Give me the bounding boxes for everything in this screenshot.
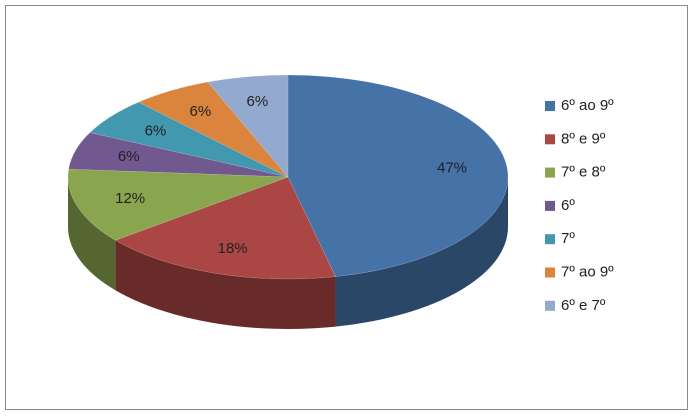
data-label: 6% xyxy=(190,103,212,120)
slice xyxy=(68,132,289,178)
slice xyxy=(114,176,336,280)
data-label: 6% xyxy=(247,93,269,110)
legend-swatch xyxy=(545,267,555,278)
legend-label: 7º ao 9º xyxy=(561,263,614,280)
legend-label: 7º e 8º xyxy=(561,164,606,181)
slice-side xyxy=(115,240,336,329)
legend-label: 6º ao 9º xyxy=(561,97,614,114)
legend-swatch xyxy=(545,300,555,311)
legend-label: 8º e 9º xyxy=(561,130,606,147)
legend-swatch xyxy=(545,200,555,211)
slice xyxy=(138,81,289,178)
slice-side xyxy=(68,177,116,291)
slice xyxy=(89,101,289,178)
legend-label: 7º xyxy=(561,230,575,247)
data-label: 6% xyxy=(145,122,167,139)
data-label: 6% xyxy=(118,148,140,165)
data-label: 12% xyxy=(115,190,145,207)
legend-swatch xyxy=(545,101,555,111)
data-label: 47% xyxy=(437,160,467,177)
slice-side xyxy=(335,177,508,327)
data-label: 18% xyxy=(218,240,248,257)
slice xyxy=(287,74,509,277)
legend-label: 6º xyxy=(561,197,575,214)
slice xyxy=(67,168,289,241)
slice xyxy=(207,74,289,178)
legend-swatch xyxy=(545,234,555,245)
legend-label: 6º e 7º xyxy=(561,297,606,314)
legend-swatch xyxy=(545,167,555,178)
legend-swatch xyxy=(545,134,555,145)
